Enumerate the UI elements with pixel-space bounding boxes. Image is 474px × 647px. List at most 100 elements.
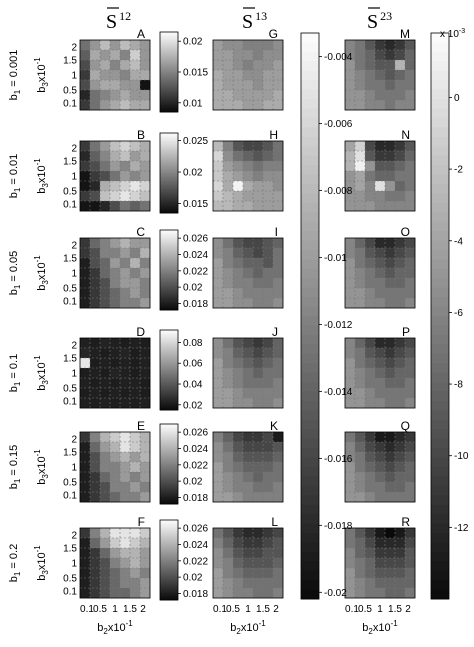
heatmap-cell (223, 338, 234, 349)
y-axis-label-text: b3x10-1 (33, 255, 50, 291)
heatmap-cell (90, 171, 101, 182)
heatmap-cell (80, 378, 91, 389)
heatmap-cell (80, 100, 91, 111)
panel-letter: G (269, 27, 278, 41)
heatmap-cell (385, 368, 396, 379)
x-tick-label: 0.5 (93, 604, 107, 615)
heatmap-cell (253, 288, 264, 299)
heatmap-cell (395, 528, 406, 539)
heatmap-cell (243, 588, 254, 599)
heatmap-cell (355, 248, 366, 259)
colorbar-step (301, 136, 319, 147)
heatmap-cell (365, 452, 376, 463)
heatmap-cell (365, 201, 376, 212)
heatmap-cell (395, 238, 406, 249)
heatmap-cell (395, 40, 406, 51)
colorbar-step (431, 268, 449, 279)
heatmap-cell (130, 472, 141, 483)
x-axis-label: b2x10-1 (362, 619, 398, 636)
heatmap-cell (223, 50, 234, 61)
heatmap-cell (365, 368, 376, 379)
heatmap-cell (253, 100, 264, 111)
y-tick-label: 1 (71, 463, 77, 474)
heatmap-cell (395, 151, 406, 162)
heatmap-cell (130, 578, 141, 589)
heatmap-cell (80, 462, 91, 473)
heatmap-cell (253, 50, 264, 61)
column-title: S 13 (242, 7, 267, 33)
heatmap-cell (120, 201, 131, 212)
heatmap-cell (405, 171, 416, 182)
heatmap-cell (385, 50, 396, 61)
colorbar-step (431, 306, 449, 317)
colorbar-step (160, 592, 178, 594)
heatmap-cell (405, 298, 416, 309)
heatmap-cell (273, 492, 284, 503)
colorbar-step (160, 280, 178, 283)
colorbar-step (160, 398, 178, 400)
colorbar-step (301, 495, 319, 506)
heatmap-cell (253, 348, 264, 359)
colorbar-step (160, 74, 178, 77)
colorbar-tick-label: 0.015 (183, 199, 208, 210)
heatmap-cell (213, 161, 224, 172)
heatmap-cell (110, 80, 121, 91)
colorbar-step (160, 205, 178, 207)
heatmap-cell (110, 100, 121, 111)
colorbar-step (160, 302, 178, 304)
colorbar-step (160, 264, 178, 267)
heatmap-cell (243, 181, 254, 192)
colorbar-step (431, 485, 449, 496)
heatmap-cell (80, 558, 91, 569)
colorbar-tick-label: 0.024 (183, 444, 208, 455)
heatmap-cell (395, 161, 406, 172)
heatmap-cell (90, 538, 101, 549)
colorbar-step (160, 235, 178, 238)
colorbar-step (160, 524, 178, 526)
heatmap-cell (223, 348, 234, 359)
heatmap-cell (405, 492, 416, 503)
heatmap-cell (243, 70, 254, 81)
colorbar-tick-label: 0.01 (183, 98, 203, 109)
colorbar-step (301, 70, 319, 81)
heatmap-cell (263, 151, 274, 162)
heatmap-cell (140, 161, 151, 172)
colorbar-step (160, 565, 178, 568)
y-axis-label: b3x10-1 (33, 255, 50, 291)
heatmap-cell (80, 201, 91, 212)
colorbar-step (431, 240, 449, 251)
heatmap-cell (355, 528, 366, 539)
heatmap-cell (355, 191, 366, 202)
heatmap-cell (80, 452, 91, 463)
heatmap-cell (273, 368, 284, 379)
heatmap-cell (253, 568, 264, 579)
heatmap-cell (385, 181, 396, 192)
heatmap-cell (355, 588, 366, 599)
colorbar-step (160, 37, 178, 40)
heatmap-cell (395, 452, 406, 463)
colorbar-step (160, 532, 178, 534)
heatmap-cell (213, 70, 224, 81)
heatmap-cell (395, 191, 406, 202)
heatmap-cell (80, 442, 91, 453)
heatmap-cell (405, 432, 416, 443)
heatmap-cell (263, 50, 274, 61)
heatmap-cell (90, 161, 101, 172)
x-tick-label: 0.5 (226, 604, 240, 615)
heatmap-cell (365, 298, 376, 309)
colorbar-step (160, 80, 178, 82)
s12-colorbar: 0.080.060.040.02 (159, 329, 203, 411)
colorbar-step (431, 155, 449, 166)
heatmap-cell (385, 442, 396, 453)
panel-frame (212, 237, 284, 309)
colorbar-step (160, 206, 178, 209)
colorbar-step (160, 58, 178, 61)
heatmap-cell (263, 288, 274, 299)
colorbar-step (160, 275, 178, 278)
heatmap-cell (223, 90, 234, 101)
colorbar-step (301, 438, 319, 449)
colorbar-step (431, 466, 449, 477)
colorbar-tick-label: -0.006 (324, 119, 353, 130)
y-axis-label: b3x10-1 (33, 355, 50, 391)
